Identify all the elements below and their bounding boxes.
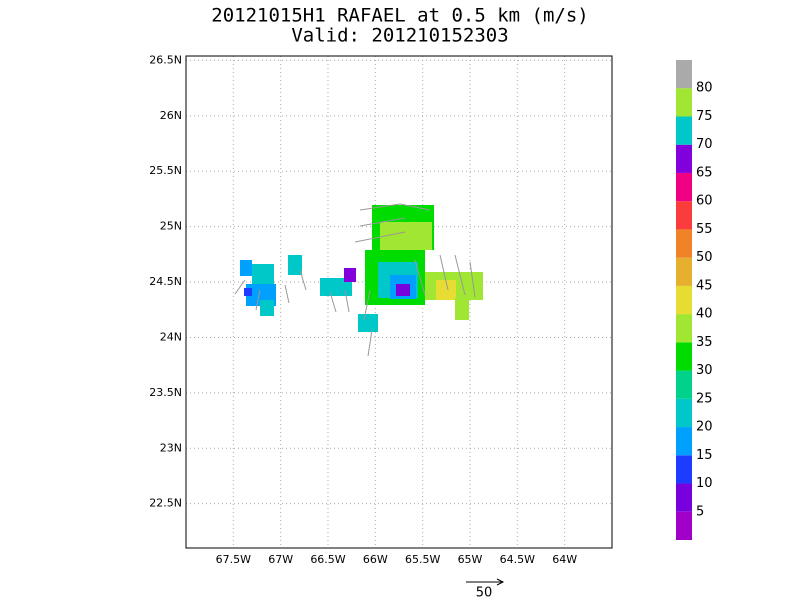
x-tick-label: 66.5W — [310, 553, 345, 566]
x-tick-label: 66W — [363, 553, 388, 566]
colorbar-swatch — [676, 398, 692, 428]
colorbar-swatch — [676, 511, 692, 540]
colorbar-label: 35 — [696, 335, 713, 350]
x-tick-label: 64W — [552, 553, 577, 566]
wind-patches — [240, 205, 483, 332]
y-tick-label: 23.5N — [149, 386, 182, 399]
y-tick-label: 23N — [160, 441, 182, 454]
colorbar-swatch — [676, 144, 692, 173]
x-tick-label: 64.5W — [500, 553, 535, 566]
colorbar-label: 45 — [696, 278, 713, 293]
colorbar-swatch — [676, 257, 692, 286]
y-tick-label: 24.5N — [149, 275, 182, 288]
x-tick-label: 67.5W — [216, 553, 251, 566]
colorbar-swatch — [676, 483, 692, 512]
y-tick-label: 24N — [160, 330, 182, 343]
colorbar-label: 30 — [696, 363, 713, 378]
y-tick-label: 26.5N — [149, 53, 182, 66]
y-tick-label: 25.5N — [149, 164, 182, 177]
colorbar-swatch — [676, 201, 692, 230]
colorbar-swatch — [676, 116, 692, 145]
wind-vectors — [234, 203, 476, 357]
y-tick-label: 26N — [160, 109, 182, 122]
colorbar-swatch — [676, 285, 692, 315]
colorbar-swatch — [676, 314, 692, 343]
x-tick-label: 65W — [458, 553, 483, 566]
y-tick-label: 25N — [160, 220, 182, 233]
colorbar-label: 40 — [696, 307, 713, 322]
title: 20121015H1 RAFAEL at 0.5 km (m/s) — [211, 5, 589, 27]
colorbar-label: 10 — [696, 476, 713, 491]
colorbar-label: 60 — [696, 194, 713, 209]
subtitle: Valid: 201210152303 — [291, 25, 508, 47]
colorbar-label: 25 — [696, 391, 713, 406]
colorbar: 5 10 15 20 25 30 35 40 45 50 55 60 65 70 75 80 — [676, 60, 713, 540]
colorbar-label: 75 — [696, 109, 713, 124]
colorbar-swatch — [676, 427, 692, 456]
colorbar-label: 80 — [696, 81, 713, 96]
colorbar-swatch — [676, 229, 692, 258]
reference-arrowhead — [496, 578, 505, 586]
colorbar-swatch — [676, 60, 692, 89]
colorbar-label: 70 — [696, 137, 713, 152]
colorbar-label: 5 — [696, 504, 704, 519]
colorbar-label: 50 — [696, 250, 713, 265]
colorbar-swatch — [676, 370, 692, 399]
plot-frame — [185, 55, 613, 549]
colorbar-swatch — [676, 455, 692, 484]
colorbar-label: 55 — [696, 222, 713, 237]
colorbar-swatch — [676, 342, 692, 371]
colorbar-label: 65 — [696, 165, 713, 180]
y-tick-label: 22.5N — [149, 497, 182, 510]
colorbar-swatch — [676, 88, 692, 117]
x-tick-label: 65.5W — [405, 553, 440, 566]
colorbar-label: 20 — [696, 420, 713, 435]
reference-label: 50 — [476, 586, 493, 600]
colorbar-label: 15 — [696, 448, 713, 463]
x-tick-label: 67W — [268, 553, 293, 566]
colorbar-swatch — [676, 172, 692, 202]
